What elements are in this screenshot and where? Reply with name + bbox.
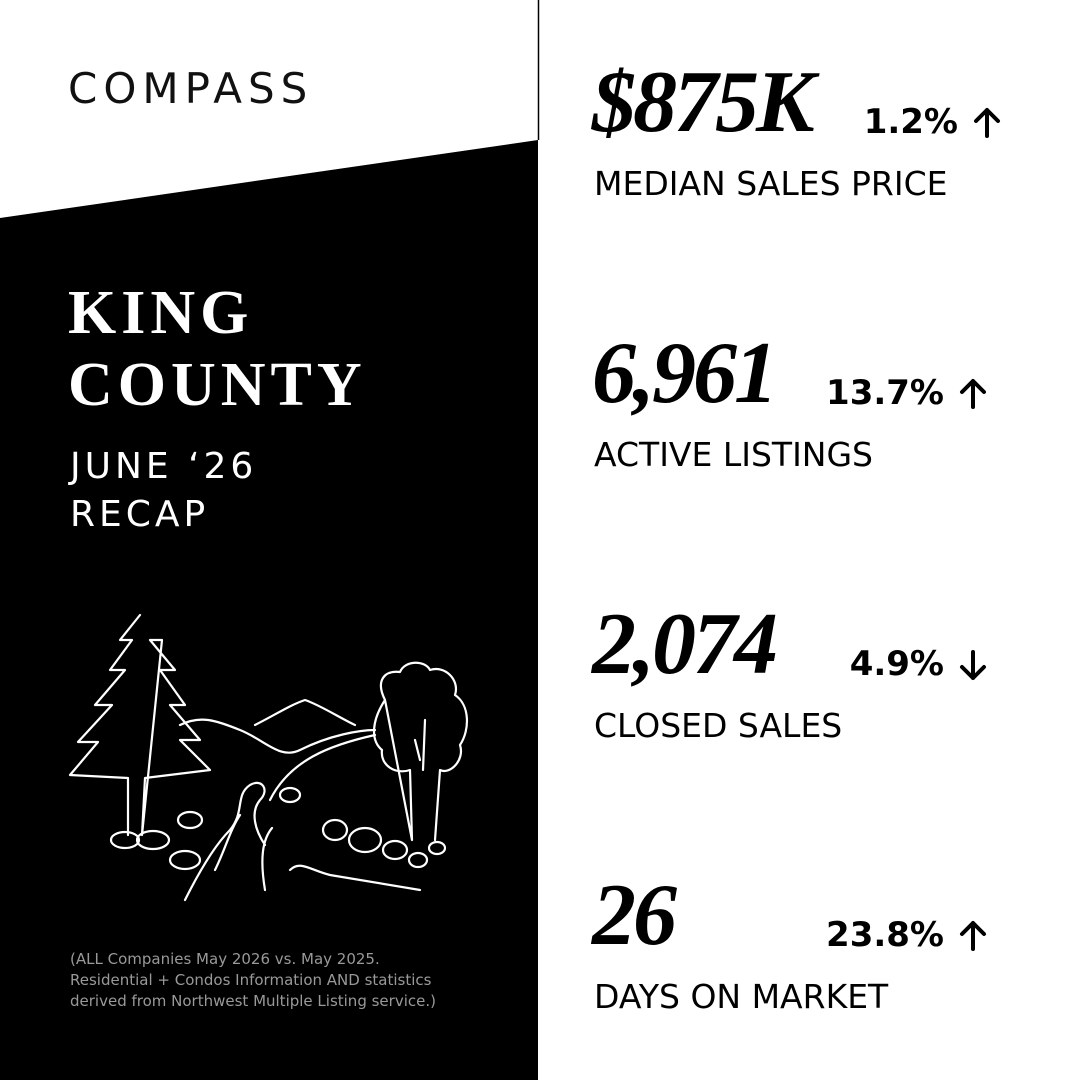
stat-value: $875K [592,54,815,151]
stat-value: 2,074 [592,596,778,693]
stat-label: CLOSED SALES [594,706,843,745]
direction-arrow [960,379,986,409]
title-line: COUNTY [68,351,367,419]
stat-value: 26 [592,867,677,964]
title-line: KING [68,279,254,347]
direction-arrow [974,108,1000,138]
direction-arrow [960,650,986,680]
stat-label: ACTIVE LISTINGS [594,435,874,474]
footnote-line: (ALL Companies May 2026 vs. May 2025. [70,950,380,968]
footnote-line: Residential + Condos Information AND sta… [70,971,432,989]
stat-label: DAYS ON MARKET [594,977,889,1016]
landscape-illustration [68,613,468,902]
brand-logo: COMPASS [68,64,314,113]
stat-change: 1.2% [864,102,1002,142]
stat-change: 4.9% [850,644,988,684]
stat-value: 6,961 [592,325,778,422]
stat-change: 13.7% [826,373,988,413]
stat-change: 23.8% [826,915,988,955]
direction-arrow [960,921,986,951]
subtitle-line: RECAP [70,494,210,535]
footnote-line: derived from Northwest Multiple Listing … [70,992,436,1010]
stat-label: MEDIAN SALES PRICE [594,164,948,203]
subtitle-line: JUNE ‘26 [70,446,258,487]
